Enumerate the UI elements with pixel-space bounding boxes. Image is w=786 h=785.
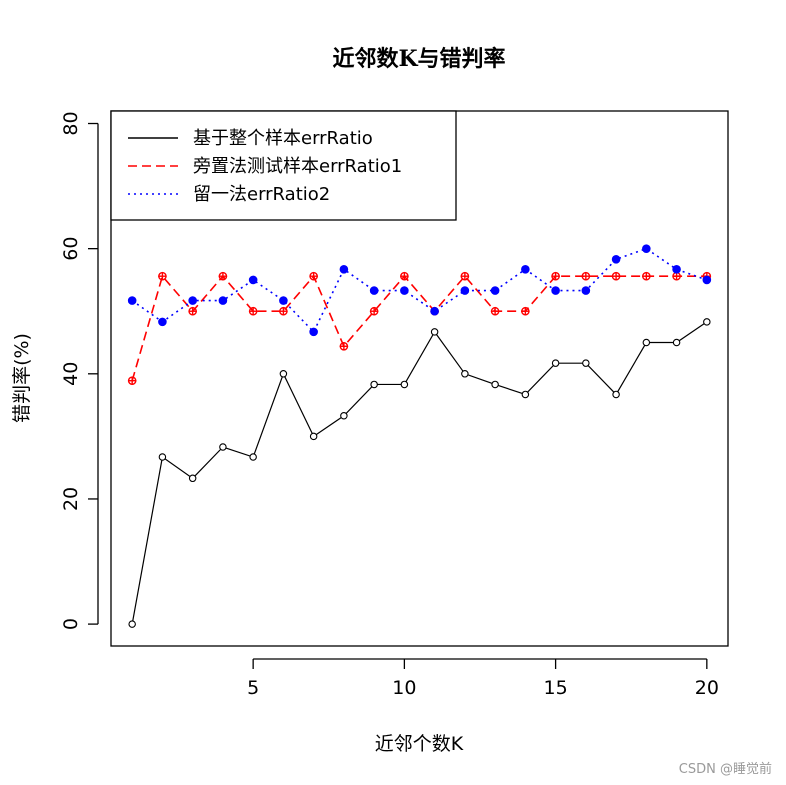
data-point — [642, 244, 651, 253]
series-1 — [128, 318, 711, 628]
data-point — [490, 306, 500, 316]
data-point — [279, 370, 288, 378]
legend-item-1: 基于整个样本errRatio — [128, 128, 373, 149]
data-point — [551, 359, 560, 367]
data-point — [551, 271, 560, 281]
data-point — [249, 453, 257, 461]
data-point — [218, 271, 228, 281]
data-point — [521, 265, 530, 274]
legend-label: 旁置法测试样本errRatio1 — [193, 156, 402, 177]
y-tick-label: 80 — [60, 111, 82, 135]
data-point — [188, 474, 197, 483]
data-point — [127, 376, 137, 385]
data-point — [400, 286, 409, 295]
data-point — [551, 286, 560, 295]
x-tick-label: 10 — [392, 677, 416, 699]
data-point — [672, 265, 681, 274]
data-point — [521, 390, 530, 399]
series-3 — [127, 244, 712, 337]
series-line — [131, 321, 708, 625]
data-point — [279, 296, 288, 305]
data-point — [461, 370, 469, 378]
data-point — [491, 380, 499, 389]
y-tick-label: 40 — [60, 362, 82, 386]
chart-title: 近邻数K与错判率 — [332, 46, 505, 72]
data-point — [127, 296, 137, 305]
data-point — [340, 411, 348, 420]
x-tick-label: 20 — [695, 677, 719, 699]
y-axis-label: 错判率(%) — [11, 333, 33, 423]
data-point — [188, 306, 197, 316]
data-point — [430, 328, 439, 336]
data-point — [642, 271, 651, 281]
data-point — [460, 286, 470, 295]
x-tick-label: 5 — [247, 677, 259, 699]
data-point — [128, 620, 136, 628]
data-point — [158, 271, 167, 281]
data-point — [642, 338, 651, 347]
data-point — [581, 271, 591, 281]
legend: 基于整个样本errRatio 旁置法测试样本errRatio1 留一法errRati… — [110, 110, 457, 221]
series-line — [131, 274, 707, 381]
data-point — [582, 359, 590, 367]
watermark: CSDN @睡觉前 — [678, 762, 772, 777]
data-point — [279, 306, 288, 316]
y-axis: 0 20 40 60 80 — [60, 111, 99, 630]
data-point — [158, 453, 167, 461]
series-layer — [127, 244, 712, 628]
data-point — [370, 380, 378, 389]
legend-label: 留一法errRatio2 — [193, 184, 330, 205]
data-point — [400, 380, 409, 389]
data-point — [400, 271, 409, 281]
data-point — [581, 286, 591, 295]
data-point — [248, 275, 258, 285]
data-point — [219, 443, 227, 451]
data-point — [702, 275, 712, 285]
data-point — [369, 306, 379, 316]
data-point — [521, 306, 530, 316]
y-tick-label: 20 — [60, 487, 82, 511]
legend-item-2: 旁置法测试样本errRatio1 — [128, 156, 402, 177]
data-point — [158, 317, 167, 327]
data-point — [672, 338, 681, 347]
data-point — [218, 296, 228, 305]
data-point — [430, 306, 439, 316]
series-line — [131, 247, 708, 334]
x-axis-label: 近邻个数K — [375, 733, 464, 755]
data-point — [248, 306, 258, 316]
series-2 — [127, 271, 712, 385]
data-point — [490, 286, 500, 295]
data-point — [309, 271, 318, 281]
data-point — [703, 318, 711, 326]
data-point — [339, 341, 349, 351]
data-point — [309, 327, 318, 337]
data-point — [188, 296, 197, 305]
data-point — [611, 271, 621, 281]
data-point — [611, 254, 621, 264]
legend-item-3: 留一法errRatio2 — [128, 184, 330, 205]
data-point — [339, 265, 349, 274]
x-tick-label: 15 — [544, 677, 568, 699]
y-tick-label: 0 — [60, 618, 82, 630]
data-point — [612, 390, 620, 399]
legend-box — [110, 110, 457, 221]
legend-label: 基于整个样本errRatio — [193, 128, 373, 149]
data-point — [460, 271, 470, 281]
data-point — [369, 286, 379, 295]
y-tick-label: 60 — [60, 237, 82, 261]
x-axis: 5 10 15 20 — [247, 658, 719, 699]
data-point — [309, 432, 318, 441]
